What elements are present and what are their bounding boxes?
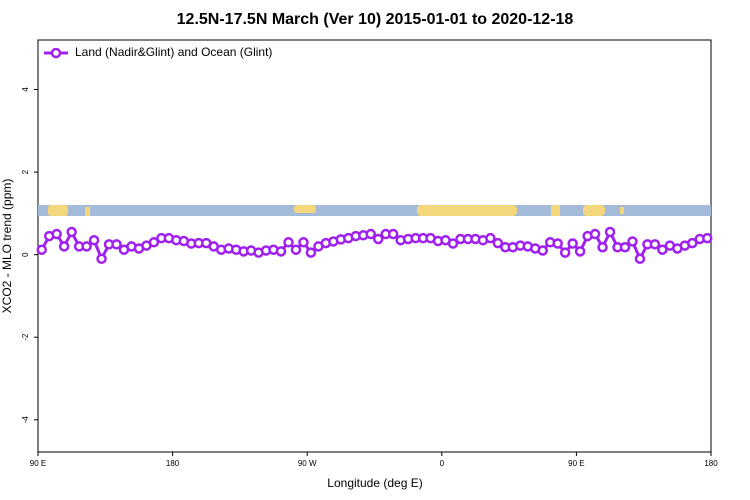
legend-entry: Land (Nadir&Glint) and Ocean (Glint)	[44, 45, 272, 59]
data-point	[372, 233, 384, 245]
data-point	[298, 237, 309, 248]
data-point	[604, 226, 616, 238]
data-point	[619, 241, 631, 253]
data-point	[148, 237, 160, 248]
data-point	[702, 232, 713, 244]
plot-frame	[37, 39, 712, 453]
data-point	[634, 253, 646, 265]
data-point	[597, 241, 608, 253]
data-point	[649, 239, 661, 250]
land-patch	[583, 205, 605, 216]
y-tick-label: 4	[21, 87, 30, 92]
data-point	[36, 244, 47, 255]
data-point	[589, 228, 601, 240]
legend-label: Land (Nadir&Glint) and Ocean (Glint)	[75, 45, 272, 59]
land-patch	[48, 205, 68, 216]
land-patch	[417, 205, 517, 216]
x-tick-label: 180	[704, 459, 718, 468]
x-tick-label: 90 W	[298, 459, 317, 468]
data-point	[283, 237, 294, 248]
data-point	[559, 247, 571, 258]
data-point	[66, 226, 77, 238]
data-point	[96, 253, 107, 265]
data-point	[111, 239, 122, 250]
chart-title: 12.5N-17.5N March (Ver 10) 2015-01-01 to…	[177, 11, 574, 28]
ocean-band	[38, 205, 711, 216]
data-point	[275, 246, 287, 257]
map-strip	[38, 205, 711, 216]
data-point	[88, 234, 100, 246]
data-point	[574, 246, 586, 257]
land-patch	[620, 207, 624, 214]
data-point	[627, 236, 638, 247]
data-point	[365, 228, 377, 240]
data-point	[567, 238, 578, 249]
x-axis-label: Longitude (deg E)	[327, 476, 422, 490]
data-point	[687, 237, 698, 249]
data-point	[492, 237, 504, 249]
x-tick-label: 90 E	[30, 459, 46, 468]
data-point	[552, 238, 563, 249]
x-tick-label: 0	[440, 459, 445, 468]
data-point	[537, 245, 548, 256]
data-point	[51, 228, 62, 240]
y-tick-label: -2	[21, 333, 30, 341]
land-patch	[85, 207, 90, 216]
y-tick-label: -4	[21, 416, 30, 424]
data-point	[58, 241, 70, 252]
data-point	[81, 241, 92, 252]
legend-marker	[50, 47, 62, 59]
data-point	[290, 244, 302, 255]
y-axis-label: XCO2 - MLO trend (ppm)	[0, 179, 14, 314]
land-patch	[551, 205, 560, 216]
y-tick-label: 2	[21, 169, 30, 174]
data-point	[485, 232, 496, 244]
data-point	[305, 247, 317, 258]
land-patch	[294, 205, 316, 213]
x-tick-label: 90 E	[568, 459, 584, 468]
x-tick-label: 180	[166, 459, 180, 468]
y-tick-label: 0	[21, 252, 30, 257]
data-point	[447, 238, 459, 249]
data-point	[657, 244, 668, 255]
data-point	[387, 228, 399, 240]
